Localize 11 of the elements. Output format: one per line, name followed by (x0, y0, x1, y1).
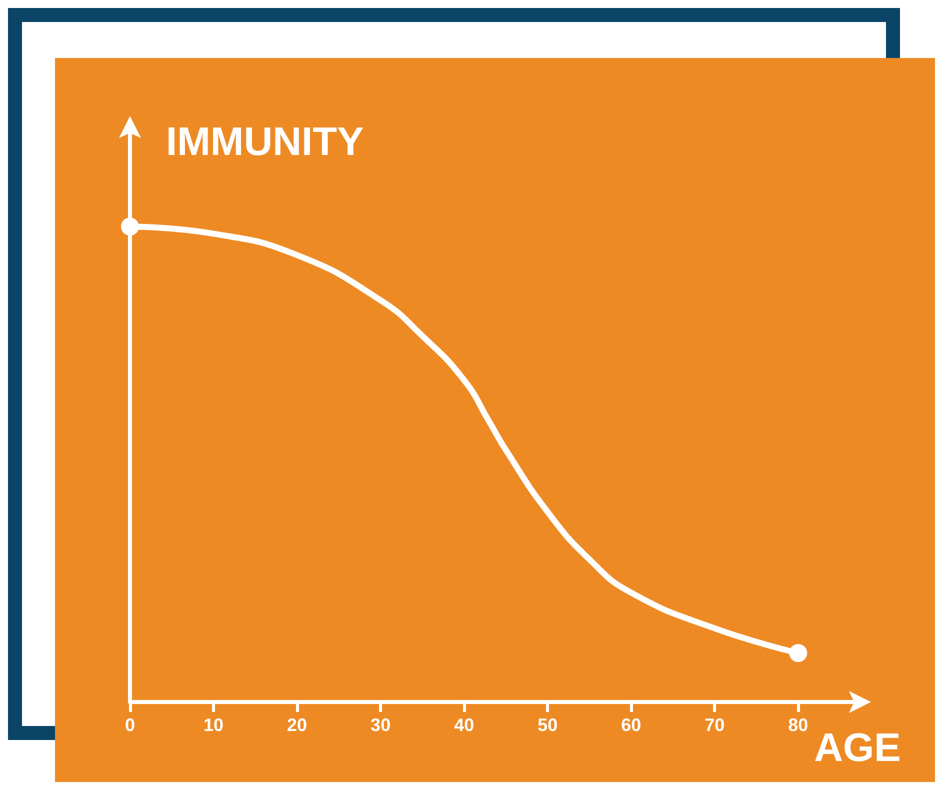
x-tick-label: 10 (204, 715, 224, 735)
x-tick-label: 50 (538, 715, 558, 735)
x-tick-label: 40 (454, 715, 474, 735)
x-axis-title: AGE (814, 726, 901, 770)
x-tick-label: 30 (370, 715, 391, 735)
y-axis-title: IMMUNITY (166, 120, 364, 164)
x-tick-label: 20 (287, 715, 308, 735)
x-tick-label: 60 (621, 715, 642, 735)
x-tick-label: 0 (124, 715, 136, 735)
x-tick-label: 70 (704, 715, 725, 735)
x-tick-label: 80 (788, 715, 808, 735)
